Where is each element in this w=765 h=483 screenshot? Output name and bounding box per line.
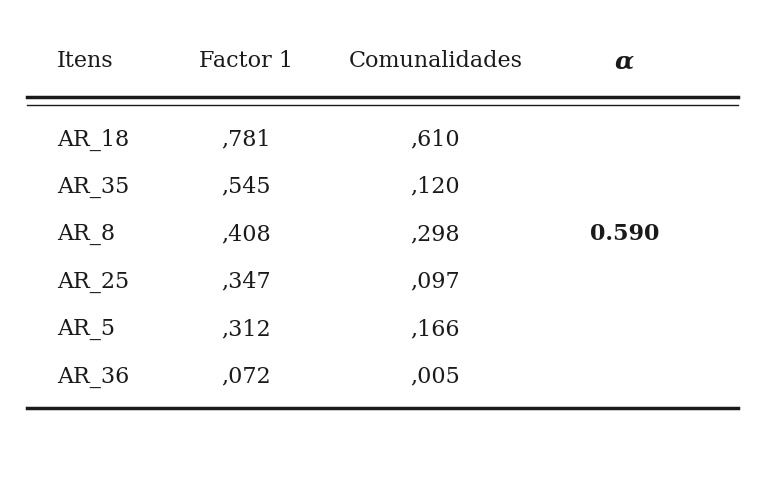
Text: AR_25: AR_25 (57, 271, 129, 293)
Text: ,298: ,298 (411, 223, 461, 245)
Text: ,072: ,072 (222, 366, 271, 388)
Text: AR_35: AR_35 (57, 176, 129, 198)
Text: ,610: ,610 (411, 128, 461, 150)
Text: ,312: ,312 (222, 318, 271, 341)
Text: AR_8: AR_8 (57, 223, 116, 245)
Text: AR_36: AR_36 (57, 366, 129, 388)
Text: ,097: ,097 (411, 271, 461, 293)
Text: Itens: Itens (57, 50, 114, 72)
Text: ,120: ,120 (411, 176, 461, 198)
Text: ,005: ,005 (411, 366, 461, 388)
Text: AR_18: AR_18 (57, 128, 129, 151)
Text: AR_5: AR_5 (57, 318, 116, 341)
Text: 0.590: 0.590 (590, 223, 659, 245)
Text: α: α (615, 49, 634, 73)
Text: ,166: ,166 (411, 318, 461, 341)
Text: Factor 1: Factor 1 (200, 50, 293, 72)
Text: ,545: ,545 (222, 176, 271, 198)
Text: ,408: ,408 (221, 223, 271, 245)
Text: Comunalidades: Comunalidades (349, 50, 522, 72)
Text: ,781: ,781 (222, 128, 271, 150)
Text: ,347: ,347 (222, 271, 271, 293)
